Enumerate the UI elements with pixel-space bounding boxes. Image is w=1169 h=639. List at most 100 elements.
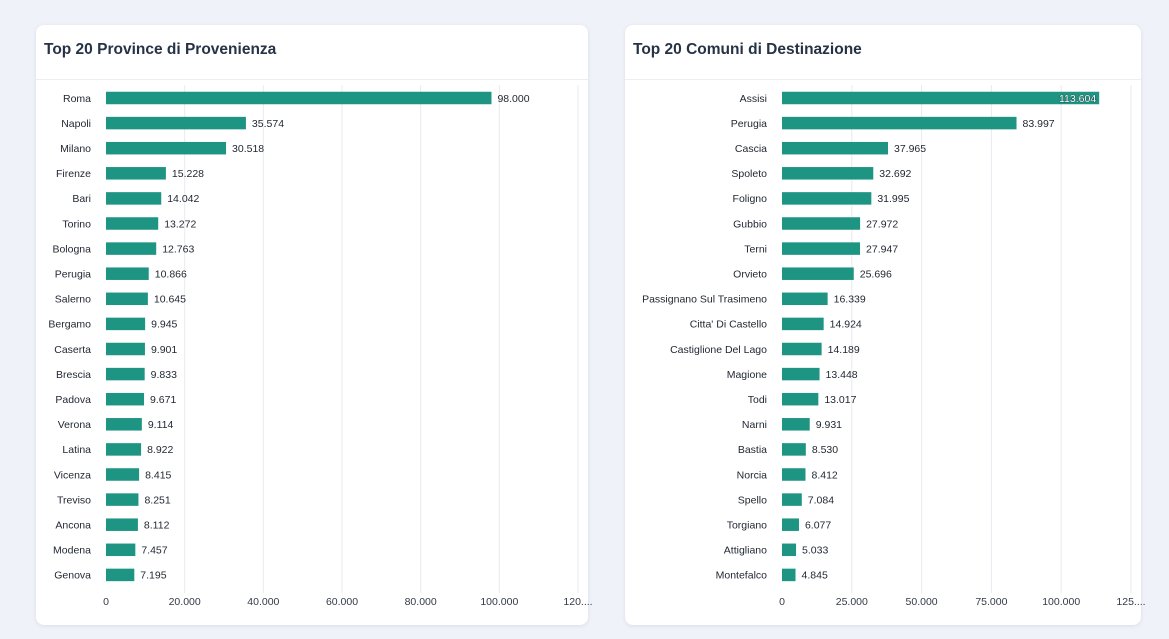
bar[interactable] xyxy=(782,192,872,205)
bar[interactable] xyxy=(782,418,810,431)
bar[interactable] xyxy=(106,192,162,205)
bar[interactable] xyxy=(106,91,492,105)
value-label: 10.866 xyxy=(155,269,187,281)
value-label: 16.339 xyxy=(834,294,866,306)
bar[interactable] xyxy=(782,518,799,531)
bar[interactable] xyxy=(106,242,157,255)
category-label: Terni xyxy=(744,243,767,255)
value-label: 98.000 xyxy=(497,93,529,105)
category-label: Napoli xyxy=(61,118,91,130)
category-label: Salerno xyxy=(55,294,91,306)
bar[interactable] xyxy=(782,543,797,557)
value-label: 8.112 xyxy=(144,520,170,532)
bar[interactable] xyxy=(106,543,136,557)
value-label: 30.518 xyxy=(232,143,264,155)
bar[interactable] xyxy=(782,141,888,155)
destinazione-bar-chart: 0 25.000 50.000 75.000 100.000 125.... Assisi 1… xyxy=(642,85,1146,608)
category-label: Torino xyxy=(62,218,91,230)
value-label: 8.251 xyxy=(144,494,170,506)
provenienza-chart-title: Top 20 Province di Provenienza xyxy=(44,41,277,58)
value-label: 9.671 xyxy=(150,394,176,406)
category-label: Spoleto xyxy=(731,168,767,180)
bar[interactable] xyxy=(106,141,227,155)
value-label: 10.645 xyxy=(154,294,186,306)
bar[interactable] xyxy=(782,267,854,280)
category-label: Perugia xyxy=(55,269,91,281)
category-label: Genova xyxy=(54,570,91,582)
bar[interactable] xyxy=(106,418,142,431)
category-label: Milano xyxy=(60,143,91,155)
bar[interactable] xyxy=(106,342,145,356)
value-label: 15.228 xyxy=(172,168,204,180)
category-label: Ancona xyxy=(55,520,91,532)
bar[interactable] xyxy=(106,116,246,130)
bar[interactable] xyxy=(782,443,806,456)
category-label: Bologna xyxy=(52,243,91,255)
bar[interactable] xyxy=(782,367,820,381)
bar[interactable] xyxy=(106,367,145,381)
bar[interactable] xyxy=(106,443,142,456)
bar[interactable] xyxy=(782,242,861,255)
value-label: 7.457 xyxy=(141,545,167,557)
value-label: 14.189 xyxy=(828,344,860,356)
category-label: Torgiano xyxy=(727,520,767,532)
value-label: 12.763 xyxy=(162,243,194,255)
category-label: Orvieto xyxy=(733,269,767,281)
x-tick-label: 20.000 xyxy=(169,596,201,608)
bar[interactable] xyxy=(106,568,135,582)
bar[interactable] xyxy=(106,217,159,230)
bar[interactable] xyxy=(106,392,145,406)
x-tick-label: 120.... xyxy=(563,596,592,608)
category-label: Passignano Sul Trasimeno xyxy=(642,294,767,306)
value-label: 83.997 xyxy=(1023,118,1055,130)
bar[interactable] xyxy=(106,167,166,180)
value-label: 9.931 xyxy=(816,419,842,431)
bar[interactable] xyxy=(782,292,828,306)
value-label: 113.604 xyxy=(1059,93,1096,105)
x-tick-label: 25.000 xyxy=(836,596,868,608)
bar[interactable] xyxy=(106,493,139,506)
x-tick-label: 0 xyxy=(779,596,785,608)
bar[interactable] xyxy=(782,342,822,356)
bar[interactable] xyxy=(106,292,148,306)
value-label: 37.965 xyxy=(894,143,926,155)
value-label: 8.922 xyxy=(147,444,173,456)
value-label: 9.833 xyxy=(151,369,177,381)
value-label: 9.901 xyxy=(151,344,177,356)
category-label: Montefalco xyxy=(716,570,768,582)
bar[interactable] xyxy=(106,518,138,531)
bar[interactable] xyxy=(106,317,146,331)
bar[interactable] xyxy=(782,217,861,230)
value-label: 14.042 xyxy=(167,193,199,205)
bar[interactable] xyxy=(782,91,1100,105)
bar[interactable] xyxy=(782,493,802,506)
bar[interactable] xyxy=(782,568,796,582)
bar[interactable] xyxy=(782,116,1017,130)
value-label: 7.084 xyxy=(808,494,834,506)
category-label: Foligno xyxy=(733,193,768,205)
value-label: 8.530 xyxy=(812,444,838,456)
category-label: Attigliano xyxy=(724,545,767,557)
x-tick-label: 125.... xyxy=(1116,596,1145,608)
x-tick-label: 80.000 xyxy=(405,596,437,608)
destinazione-card: Top 20 Comuni di Destinazione 0 25.000 50.… xyxy=(625,25,1146,625)
bar[interactable] xyxy=(782,167,874,180)
bar[interactable] xyxy=(106,267,149,280)
category-label: Bari xyxy=(72,193,91,205)
x-tick-label: 0 xyxy=(103,596,109,608)
value-label: 27.972 xyxy=(866,218,898,230)
provenienza-bar-chart: 0 20.000 40.000 60.000 80.000 100.000 120.... R… xyxy=(48,85,593,608)
category-label: Narni xyxy=(742,419,767,431)
value-label: 8.415 xyxy=(145,469,171,481)
value-label: 9.945 xyxy=(151,319,177,331)
bar[interactable] xyxy=(782,392,819,406)
bar[interactable] xyxy=(782,317,824,331)
bar[interactable] xyxy=(782,468,806,481)
value-label: 25.696 xyxy=(860,269,892,281)
category-label: Vicenza xyxy=(54,469,91,481)
category-label: Padova xyxy=(55,394,91,406)
value-label: 13.448 xyxy=(826,369,858,381)
category-label: Bastia xyxy=(738,444,767,456)
category-label: Treviso xyxy=(57,494,91,506)
bar[interactable] xyxy=(106,468,140,481)
